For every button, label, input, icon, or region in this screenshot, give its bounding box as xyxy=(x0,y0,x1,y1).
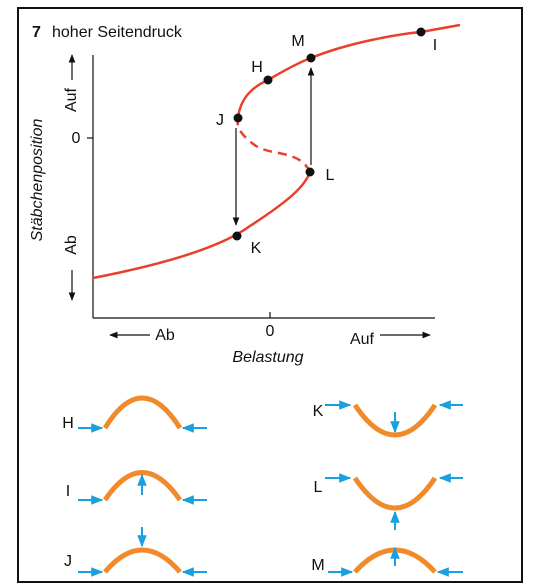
point-label: L xyxy=(326,167,335,184)
panel-label: M xyxy=(311,557,324,574)
figure-title: hoher Seitendruck xyxy=(52,24,183,41)
curve-lower xyxy=(93,172,310,278)
figure: 7 hoher Seitendruck Auf 0 Ab Stäbchenpos… xyxy=(0,0,540,588)
point-label: J xyxy=(216,112,224,129)
panel-k xyxy=(325,405,463,435)
panel-h xyxy=(78,398,207,428)
point-label: I xyxy=(433,37,437,54)
panel-j xyxy=(78,527,207,572)
panel-l xyxy=(325,478,463,530)
panel-m xyxy=(328,548,463,572)
y-zero-label: 0 xyxy=(72,130,81,147)
figure-number: 7 xyxy=(32,24,41,41)
x-right-label: Auf xyxy=(350,331,375,348)
panel-label: H xyxy=(62,415,74,432)
panel-label: J xyxy=(64,553,72,570)
panel-i xyxy=(78,473,207,501)
curve-upper xyxy=(238,25,460,118)
y-top-label: Auf xyxy=(63,87,80,112)
y-axis-title: Stäbchenposition xyxy=(29,119,46,242)
x-axis-title: Belastung xyxy=(232,349,303,366)
x-left-label: Ab xyxy=(155,327,175,344)
panel-label: L xyxy=(314,479,323,496)
panel-label: K xyxy=(313,403,324,420)
curve-unstable xyxy=(238,118,310,172)
point-label: H xyxy=(251,59,263,76)
x-zero-label: 0 xyxy=(266,323,275,340)
panel-label: I xyxy=(66,483,70,500)
point-label: K xyxy=(251,240,262,257)
axes xyxy=(72,55,435,335)
y-bottom-label: Ab xyxy=(63,235,80,255)
point-label: M xyxy=(291,33,304,50)
